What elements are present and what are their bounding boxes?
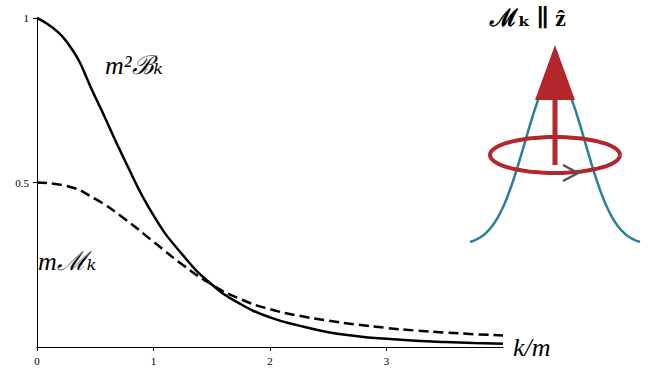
svg-text:0: 0 xyxy=(34,355,40,367)
svg-text:m²ℬₖ: m²ℬₖ xyxy=(105,51,163,80)
svg-text:1: 1 xyxy=(151,355,157,367)
svg-text:k/m: k/m xyxy=(513,333,551,362)
svg-text:3: 3 xyxy=(384,355,390,367)
svg-text:mℳₖ: mℳₖ xyxy=(38,247,96,276)
svg-text:1: 1 xyxy=(24,12,30,24)
svg-text:0.5: 0.5 xyxy=(15,177,29,189)
svg-text:2: 2 xyxy=(267,355,273,367)
svg-text:ℳₖ ∥ ẑ: ℳₖ ∥ ẑ xyxy=(489,5,566,31)
